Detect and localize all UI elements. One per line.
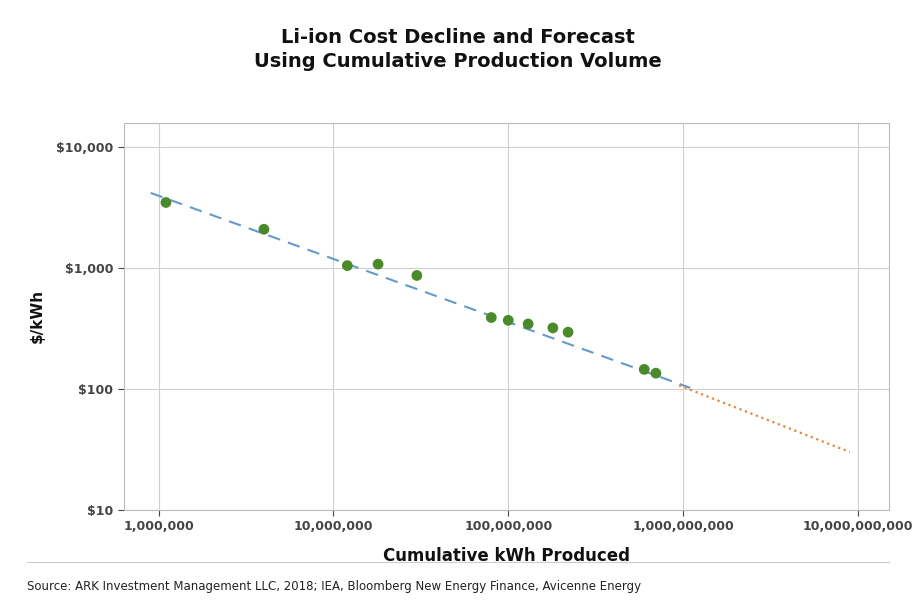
Text: Source: ARK Investment Management LLC, 2018; IEA, Bloomberg New Energy Finance, : Source: ARK Investment Management LLC, 2…: [27, 580, 641, 593]
Point: [158, 198, 173, 208]
Point: [256, 224, 271, 234]
Point: [561, 327, 575, 337]
Point: [409, 271, 424, 281]
Text: Li-ion Cost Decline and Forecast: Li-ion Cost Decline and Forecast: [281, 28, 635, 47]
Point: [521, 319, 536, 329]
Point: [484, 313, 498, 322]
Point: [340, 261, 354, 271]
Text: Using Cumulative Production Volume: Using Cumulative Production Volume: [254, 52, 662, 71]
Point: [546, 323, 561, 333]
Point: [637, 365, 651, 375]
Point: [371, 259, 386, 269]
Point: [649, 368, 663, 378]
Y-axis label: $/kWh: $/kWh: [30, 289, 45, 343]
Point: [501, 316, 516, 325]
X-axis label: Cumulative kWh Produced: Cumulative kWh Produced: [383, 547, 629, 565]
